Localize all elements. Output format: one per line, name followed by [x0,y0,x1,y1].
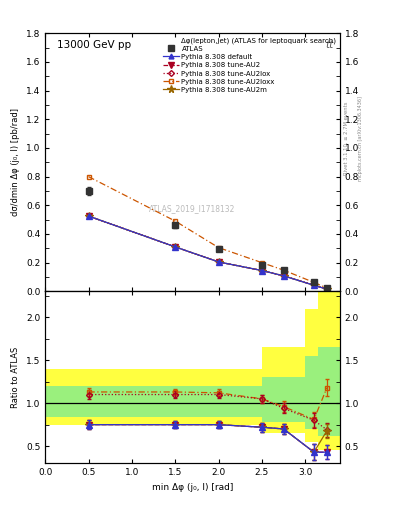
Text: 13000 GeV pp: 13000 GeV pp [57,40,131,50]
Text: mcplots.cern.ch [arXiv:1306.3436]: mcplots.cern.ch [arXiv:1306.3436] [358,96,363,181]
Y-axis label: dσ/dmin Δφ (j₀, l) [pb/rad]: dσ/dmin Δφ (j₀, l) [pb/rad] [11,109,20,216]
Y-axis label: Ratio to ATLAS: Ratio to ATLAS [11,347,20,408]
X-axis label: min Δφ (j₀, l) [rad]: min Δφ (j₀, l) [rad] [152,483,233,492]
Text: tt: tt [326,40,334,50]
Text: Rivet 3.1.10, ≥ 2.7M events: Rivet 3.1.10, ≥ 2.7M events [344,101,349,175]
Legend: Δφ(lepton,jet) (ATLAS for leptoquark search), ATLAS, Pythia 8.308 default, Pythi: Δφ(lepton,jet) (ATLAS for leptoquark sea… [162,35,338,94]
Text: ATLAS_2019_I1718132: ATLAS_2019_I1718132 [149,204,236,214]
